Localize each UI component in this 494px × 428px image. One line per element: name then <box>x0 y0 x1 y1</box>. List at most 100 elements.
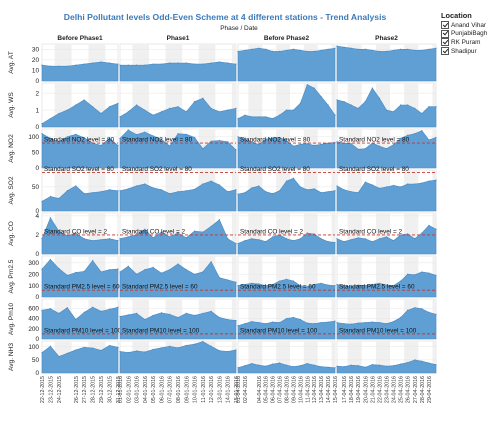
data-point <box>49 137 52 139</box>
row-label: Avg. CO <box>8 221 15 246</box>
legend-item-rk-puram[interactable]: RK Puram <box>441 38 487 47</box>
data-point <box>292 145 295 147</box>
x-tick-label: 04-01-2016 <box>143 376 149 403</box>
data-point <box>272 283 274 286</box>
data-point <box>66 190 68 192</box>
data-point <box>278 50 281 53</box>
data-point <box>177 62 179 64</box>
checkbox-icon[interactable] <box>441 29 449 38</box>
data-point <box>119 64 121 66</box>
data-point <box>378 97 381 99</box>
x-tick-label: 13-01-2016 <box>217 376 223 403</box>
data-point <box>100 310 102 312</box>
y-tick-label: 0 <box>35 294 39 301</box>
x-tick-label: 29-12-2015 <box>99 376 105 403</box>
data-point <box>185 312 187 314</box>
data-point <box>218 139 221 142</box>
data-point <box>218 316 221 319</box>
data-point <box>378 364 381 366</box>
data-point <box>320 49 322 51</box>
legend-item-anand-vihar[interactable]: Anand Vihar <box>441 21 487 30</box>
data-point <box>144 183 146 185</box>
x-tick-label: 11-01-2016 <box>201 376 207 403</box>
y-tick-label: 100 <box>28 283 39 290</box>
x-tick-label: 23-12-2015 <box>48 376 54 403</box>
data-point <box>83 63 85 65</box>
data-point <box>414 107 416 109</box>
data-point <box>119 350 121 353</box>
data-point <box>218 219 221 221</box>
data-point <box>58 312 60 314</box>
data-point <box>251 320 253 323</box>
data-point <box>285 317 288 320</box>
data-point <box>117 144 119 147</box>
data-point <box>210 62 212 64</box>
data-point <box>169 145 171 147</box>
data-point <box>83 346 85 348</box>
data-point <box>364 321 366 324</box>
data-point <box>272 236 274 238</box>
data-point <box>100 271 102 273</box>
data-point <box>285 180 288 182</box>
x-tick-label: 15-01-2016 <box>234 376 240 403</box>
phase-header: Before Phase1 <box>57 35 103 42</box>
checkbox-icon[interactable] <box>441 21 449 30</box>
y-tick-label: 300 <box>28 260 39 267</box>
data-point <box>235 349 237 351</box>
data-point <box>66 235 68 237</box>
data-point <box>292 109 295 111</box>
data-point <box>119 315 121 318</box>
data-point <box>251 282 253 284</box>
checkbox-icon[interactable] <box>441 47 449 56</box>
data-point <box>193 314 196 317</box>
data-point <box>292 280 295 282</box>
data-point <box>169 236 171 238</box>
legend-item-shadipur[interactable]: Shadipur <box>441 47 487 56</box>
data-point <box>385 284 388 286</box>
data-point <box>320 321 322 324</box>
data-point <box>210 140 212 142</box>
data-point <box>313 188 315 190</box>
standard-label: Standard PM2.5 level = 60 <box>44 284 120 291</box>
x-tick-label: 10-01-2016 <box>193 376 199 403</box>
data-point <box>169 269 171 271</box>
data-point <box>100 112 102 115</box>
data-point <box>378 50 381 53</box>
data-point <box>336 185 338 187</box>
data-point <box>343 189 345 191</box>
data-point <box>119 271 121 273</box>
data-point <box>152 266 154 268</box>
data-point <box>108 344 111 347</box>
standard-label: Standard NO2 level = 80 <box>44 137 115 144</box>
data-point <box>135 350 138 352</box>
data-point <box>350 364 352 366</box>
data-point <box>83 311 85 313</box>
data-point <box>258 283 260 285</box>
data-point <box>414 183 416 185</box>
area-series <box>41 345 119 374</box>
data-point <box>407 361 409 364</box>
data-point <box>177 133 179 135</box>
data-point <box>265 191 267 193</box>
data-point <box>343 366 345 368</box>
data-point <box>218 111 221 113</box>
data-point <box>185 237 187 239</box>
data-point <box>320 238 322 240</box>
data-point <box>258 185 260 187</box>
legend-item-punjabibagh[interactable]: PunjabiBagh <box>441 29 487 39</box>
x-tick-label: 06-01-2016 <box>159 376 165 403</box>
data-point <box>336 321 338 324</box>
data-point <box>100 191 102 193</box>
data-point <box>49 258 52 261</box>
data-point <box>152 63 154 65</box>
checkbox-icon[interactable] <box>441 38 449 47</box>
data-point <box>421 129 423 132</box>
data-point <box>285 49 288 51</box>
x-tick-label: 27-12-2015 <box>82 376 88 403</box>
data-point <box>49 65 52 67</box>
y-tick-label: 10 <box>32 68 40 75</box>
data-point <box>177 316 179 319</box>
data-point <box>364 285 366 287</box>
data-point <box>75 349 77 351</box>
data-point <box>407 48 409 50</box>
